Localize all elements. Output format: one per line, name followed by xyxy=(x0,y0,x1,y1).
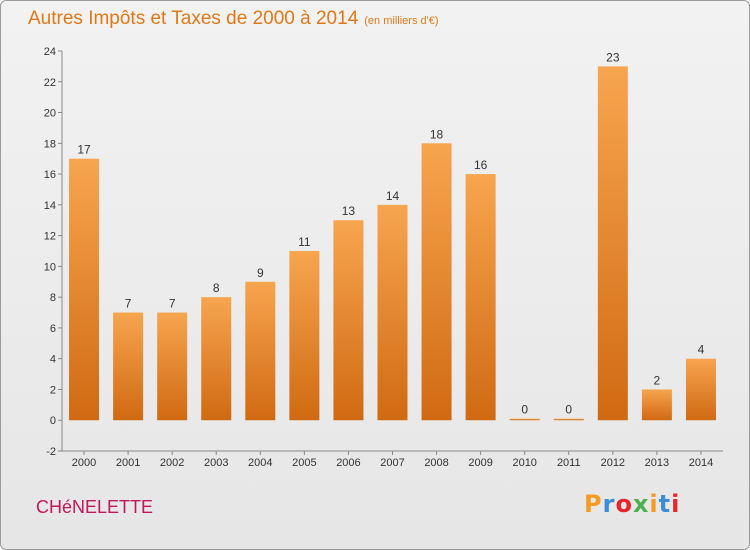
chart-title-text: Autres Impôts et Taxes de 2000 à 2014 xyxy=(28,8,359,29)
bar-2014 xyxy=(685,358,716,421)
x-tick-label: 2005 xyxy=(292,457,316,469)
value-label-2000: 17 xyxy=(77,143,91,157)
x-tick-label: 2008 xyxy=(424,457,448,469)
logo-letter: t xyxy=(658,490,672,518)
y-tick-label: 10 xyxy=(44,261,56,273)
value-label-2002: 7 xyxy=(169,297,176,311)
x-tick-label: 2014 xyxy=(689,457,713,469)
value-label-2009: 16 xyxy=(474,158,488,172)
logo-letter: o xyxy=(615,490,633,518)
bar-2007 xyxy=(377,204,408,421)
value-label-2014: 4 xyxy=(698,343,705,357)
logo-letter: x xyxy=(632,490,650,518)
value-label-2008: 18 xyxy=(430,127,444,141)
value-label-2001: 7 xyxy=(125,297,132,311)
bar-2009 xyxy=(465,174,496,421)
bar-2011 xyxy=(553,418,584,421)
y-tick-label: 4 xyxy=(50,354,56,366)
value-label-2011: 0 xyxy=(565,403,572,417)
y-tick-label: 22 xyxy=(44,77,56,89)
bar-2001 xyxy=(113,312,144,421)
chart-subtitle: (en milliers d'€) xyxy=(364,15,439,27)
bar-2004 xyxy=(245,281,276,421)
value-label-2004: 9 xyxy=(257,266,264,280)
logo-letter: P xyxy=(584,490,603,518)
y-tick-label: 24 xyxy=(44,46,56,58)
x-tick-label: 2011 xyxy=(557,457,581,469)
y-tick-label: 14 xyxy=(44,200,56,212)
y-tick-label: -2 xyxy=(46,446,56,458)
bar-2013 xyxy=(641,389,672,421)
value-label-2013: 2 xyxy=(654,373,661,387)
x-tick-label: 2010 xyxy=(512,457,536,469)
y-tick-label: 12 xyxy=(44,231,56,243)
y-tick-label: 0 xyxy=(50,415,56,427)
value-label-2005: 11 xyxy=(298,235,311,249)
y-tick-label: 16 xyxy=(44,169,56,181)
chart-value-labels: 17 7 7 8 9 11 13 14 18 16 0 0 23 2 4 xyxy=(77,50,704,416)
y-tick-label: 8 xyxy=(50,292,56,304)
y-tick-label: 18 xyxy=(44,138,56,150)
x-tick-label: 2001 xyxy=(116,457,140,469)
value-label-2007: 14 xyxy=(386,189,400,203)
y-tick-label: 2 xyxy=(50,384,56,396)
x-tick-label: 2013 xyxy=(645,457,669,469)
commune-name: CHéNELETTE xyxy=(36,497,154,517)
x-tick-label: 2012 xyxy=(601,457,625,469)
value-label-2012: 23 xyxy=(606,50,620,64)
logo-letter: i xyxy=(671,490,681,518)
bar-2002 xyxy=(157,312,188,421)
x-tick-label: 2004 xyxy=(248,457,272,469)
x-tick-label: 2002 xyxy=(160,457,184,469)
bar-2012 xyxy=(597,66,628,421)
bar-2005 xyxy=(289,251,320,421)
bar-2006 xyxy=(333,220,364,421)
proxiti-logo: Proxiti xyxy=(584,490,680,518)
logo-letter: i xyxy=(649,490,659,518)
value-label-2006: 13 xyxy=(342,204,356,218)
y-tick-label: 6 xyxy=(50,323,56,335)
bar-2000 xyxy=(69,158,100,421)
x-tick-label: 2006 xyxy=(336,457,360,469)
bar-2010 xyxy=(509,418,540,421)
x-tick-label: 2003 xyxy=(204,457,228,469)
x-tick-label: 2009 xyxy=(468,457,492,469)
bar-2003 xyxy=(201,297,232,421)
chart-bars xyxy=(69,66,716,421)
y-tick-label: 20 xyxy=(44,108,56,120)
logo-letter: r xyxy=(602,490,616,518)
x-tick-label: 2000 xyxy=(72,457,96,469)
chart-title: Autres Impôts et Taxes de 2000 à 2014 (en… xyxy=(28,8,439,30)
value-label-2003: 8 xyxy=(213,281,220,295)
bar-2008 xyxy=(421,143,452,421)
x-tick-label: 2007 xyxy=(380,457,404,469)
value-label-2010: 0 xyxy=(521,403,528,417)
